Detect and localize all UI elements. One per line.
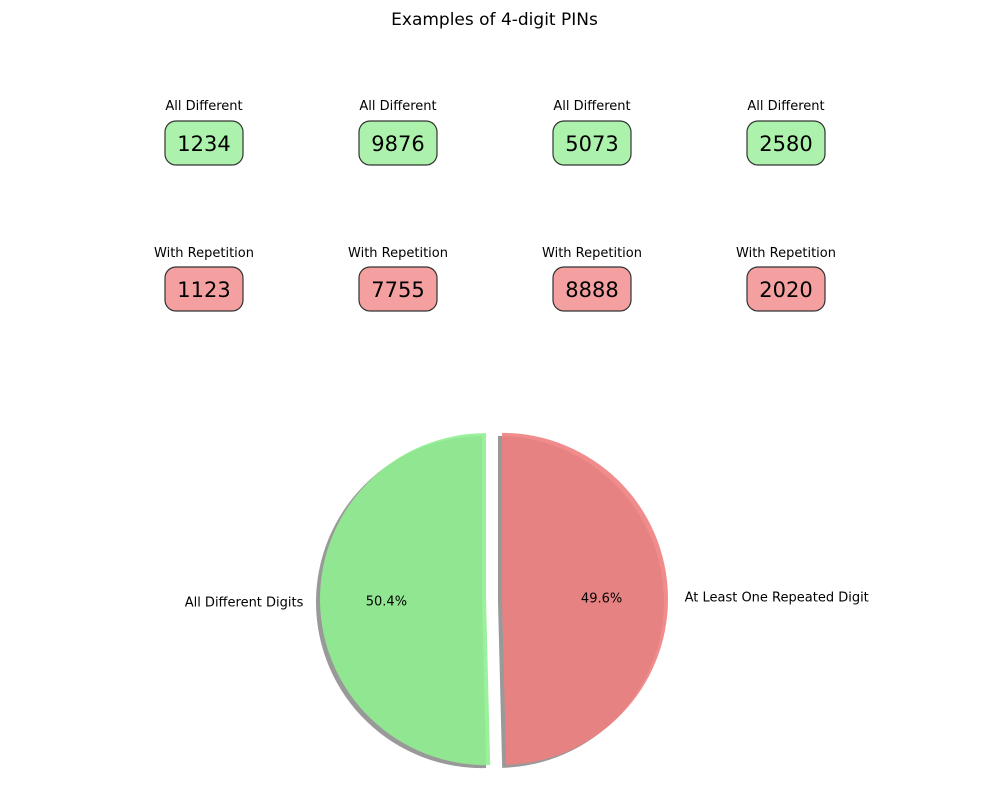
- pin-value: 5073: [565, 132, 618, 156]
- pin-value: 9876: [371, 132, 424, 156]
- pin-example: All Different 2580: [746, 99, 826, 166]
- pin-box: [358, 120, 438, 166]
- pie-slice-label: All Different Digits: [185, 595, 304, 610]
- pin-value: 1123: [177, 278, 230, 302]
- pie-chart: 50.4% All Different Digits 49.6% At Least O…: [185, 432, 869, 769]
- pin-example: All Different 9876: [358, 99, 438, 166]
- figure-title: Examples of 4-digit PINs: [391, 10, 598, 30]
- pin-category-label: All Different: [747, 99, 824, 114]
- pin-box: [746, 120, 826, 166]
- pie-slice-percentage: 49.6%: [581, 592, 622, 607]
- pin-value: 1234: [177, 132, 230, 156]
- pin-category-label: With Repetition: [348, 246, 448, 261]
- pin-box: [552, 120, 632, 166]
- pin-example: All Different 1234: [164, 99, 244, 166]
- pin-value: 2020: [759, 278, 812, 302]
- pin-box: [552, 266, 632, 312]
- pin-example: With Repetition 1123: [154, 246, 254, 312]
- pin-example: With Repetition 7755: [348, 246, 448, 312]
- pin-box: [164, 266, 244, 312]
- pin-category-label: With Repetition: [154, 246, 254, 261]
- pin-category-label: With Repetition: [542, 246, 642, 261]
- pin-category-label: All Different: [165, 99, 242, 114]
- pin-example: With Repetition 2020: [736, 246, 836, 312]
- pin-value: 2580: [759, 132, 812, 156]
- pin-category-label: With Repetition: [736, 246, 836, 261]
- pin-value: 8888: [565, 278, 618, 302]
- pin-value: 7755: [371, 278, 424, 302]
- pin-category-label: All Different: [359, 99, 436, 114]
- pin-box: [358, 266, 438, 312]
- pin-example: All Different 5073: [552, 99, 632, 166]
- pie-slice: [501, 432, 668, 765]
- pie-slice-label: At Least One Repeated Digit: [685, 591, 869, 606]
- pin-category-label: All Different: [553, 99, 630, 114]
- pie-slice-percentage: 50.4%: [366, 594, 407, 609]
- pin-example: With Repetition 8888: [542, 246, 642, 312]
- pin-box: [746, 266, 826, 312]
- pie-slice: [319, 433, 491, 766]
- pin-box: [164, 120, 244, 166]
